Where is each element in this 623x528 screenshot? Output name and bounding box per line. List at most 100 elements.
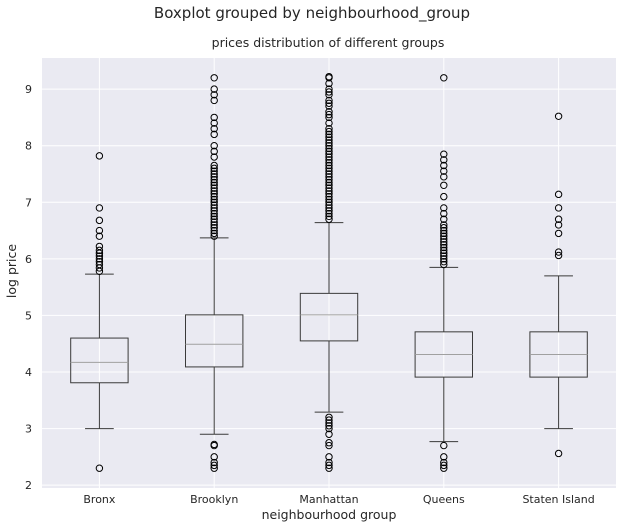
chart-suptitle: Boxplot grouped by neighbourhood_group	[154, 4, 470, 23]
outlier-point	[440, 181, 448, 190]
outlier-point	[440, 161, 448, 170]
outlier-point	[210, 464, 218, 472]
outlier-point	[325, 190, 333, 198]
outlier-point	[325, 175, 333, 184]
outlier-point	[325, 164, 333, 173]
outlier-point	[325, 201, 333, 209]
outlier-point	[210, 224, 218, 232]
iqr-box	[70, 337, 129, 384]
outlier-point	[440, 441, 448, 450]
outlier-point	[440, 461, 448, 470]
outlier-point	[325, 158, 333, 167]
outlier-point	[210, 141, 218, 150]
outlier-point	[440, 257, 448, 266]
outlier-point	[325, 91, 333, 99]
outlier-point	[95, 216, 104, 225]
outlier-point	[325, 187, 333, 195]
y-tick-label: 4	[25, 366, 32, 379]
outlier-point	[440, 232, 448, 240]
outlier-point	[210, 215, 218, 223]
outlier-point	[440, 150, 448, 158]
outlier-point	[325, 419, 333, 427]
outlier-point	[210, 229, 218, 238]
chart-title: prices distribution of different groups	[212, 35, 445, 50]
outlier-point	[95, 232, 104, 240]
outlier-point	[325, 453, 333, 461]
outlier-point	[440, 458, 448, 467]
outlier-point	[440, 241, 448, 249]
x-tick-label: Brooklyn	[190, 493, 238, 506]
outlier-point	[210, 175, 218, 184]
outlier-point	[325, 413, 333, 421]
outlier-point	[440, 221, 448, 229]
outlier-point	[95, 257, 104, 266]
outlier-point	[325, 88, 333, 96]
outlier-point	[325, 192, 333, 201]
y-tick-labels: 2 3 4 5 6 7 8 9	[25, 83, 32, 492]
outlier-point	[210, 226, 218, 235]
outlier-point	[554, 190, 563, 199]
outlier-point	[325, 113, 333, 122]
outlier-point	[325, 96, 333, 105]
outlier-point	[210, 96, 218, 105]
outlier-point	[95, 464, 104, 472]
outlier-point	[325, 85, 333, 93]
outlier-point	[554, 112, 563, 120]
outlier-point	[440, 167, 448, 175]
outlier-point	[325, 170, 333, 178]
outlier-point	[325, 102, 333, 110]
box-brooklyn	[185, 74, 244, 472]
outlier-point	[210, 153, 218, 161]
outlier-point	[210, 119, 218, 127]
outlier-point	[210, 178, 218, 187]
outlier-point	[440, 74, 448, 82]
outlier-point	[325, 209, 333, 218]
outlier-point	[325, 156, 333, 164]
outlier-point	[325, 416, 333, 424]
outlier-point	[95, 252, 104, 260]
outlier-point	[210, 170, 218, 178]
outlier-point	[440, 260, 448, 269]
outlier-point	[325, 127, 333, 136]
outlier-point	[325, 139, 333, 147]
x-tick-label: Manhattan	[299, 493, 358, 506]
outlier-point	[325, 141, 333, 150]
outlier-point	[95, 246, 104, 255]
x-tick-label: Bronx	[83, 493, 116, 506]
outlier-point	[440, 246, 448, 255]
y-tick-label: 8	[25, 140, 32, 153]
outlier-point	[325, 461, 333, 470]
outlier-point	[440, 249, 448, 257]
outlier-point	[325, 147, 333, 156]
outlier-point	[325, 212, 333, 221]
outlier-point	[325, 204, 333, 212]
outlier-point	[210, 85, 218, 93]
outlier-point	[325, 207, 333, 215]
outlier-point	[325, 430, 333, 438]
outlier-point	[554, 221, 563, 229]
outlier-point	[440, 224, 448, 232]
outlier-point	[210, 130, 218, 139]
outlier-point	[325, 181, 333, 190]
outlier-point	[210, 201, 218, 209]
outlier-point	[210, 173, 218, 181]
outlier-point	[210, 190, 218, 198]
outlier-point	[440, 192, 448, 201]
outlier-point	[325, 198, 333, 206]
outlier-point	[325, 441, 333, 450]
outlier-point	[325, 215, 333, 223]
outlier-point	[325, 110, 333, 119]
outlier-point	[210, 161, 218, 170]
outlier-point	[440, 229, 448, 238]
outlier-point	[440, 235, 448, 243]
outlier-point	[325, 439, 333, 447]
x-tick-labels: Bronx Brooklyn Manhattan Queens Staten Islan…	[83, 493, 594, 506]
outlier-point	[210, 164, 218, 173]
outlier-point	[95, 226, 104, 235]
outlier-point	[325, 133, 333, 141]
iqr-box	[299, 292, 359, 342]
outlier-point	[440, 464, 448, 472]
x-axis-label: neighbourhood group	[262, 507, 397, 522]
outlier-point	[554, 229, 563, 238]
